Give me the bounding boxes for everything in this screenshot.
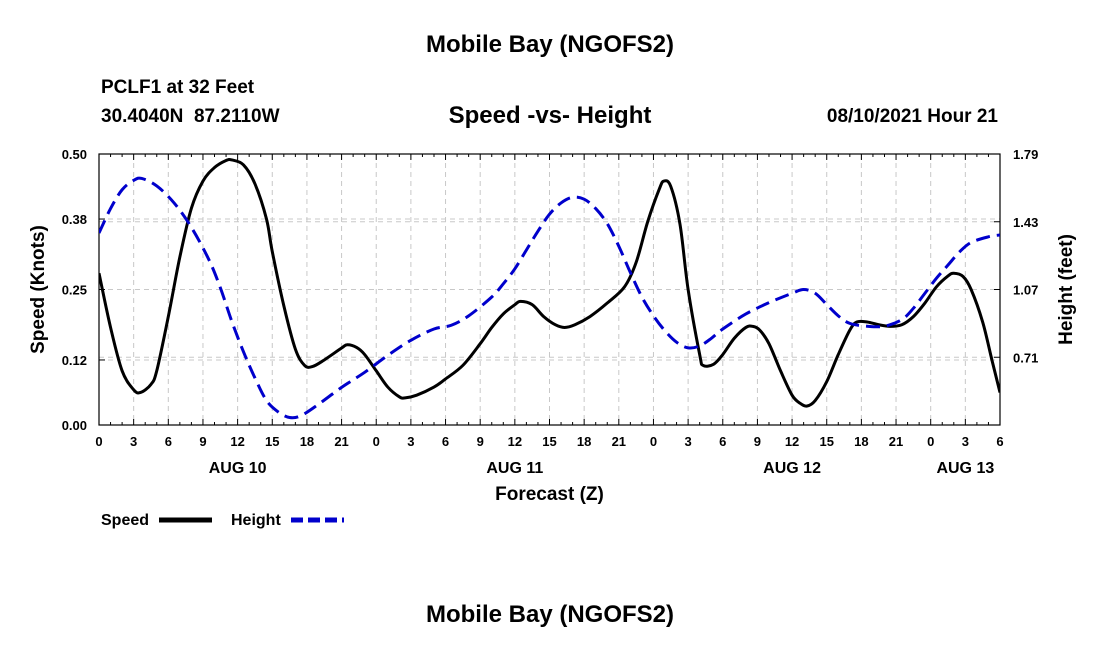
y-tick-label-left: 0.00	[62, 418, 87, 433]
y-tick-label-left: 0.38	[62, 212, 87, 227]
series-height-line	[99, 176, 1000, 420]
station-coordinates: 30.4040N 87.2110W	[101, 106, 280, 127]
station-label: PCLF1 at 32 Feet	[101, 77, 255, 98]
x-tick-label: 3	[407, 434, 414, 449]
chart-title: Speed -vs- Height	[448, 102, 652, 129]
x-tick-label: 3	[684, 434, 691, 449]
y-axis-title-left: Speed (Knots)	[28, 225, 49, 354]
y-tick-label-right: 1.43	[1013, 215, 1038, 230]
x-tick-label: 15	[542, 434, 556, 449]
x-tick-label: 21	[612, 434, 626, 449]
x-tick-label: 21	[889, 434, 903, 449]
x-tick-label: 12	[230, 434, 244, 449]
x-tick-label: 18	[854, 434, 868, 449]
x-tick-label: 9	[754, 434, 761, 449]
date-label: AUG 12	[763, 460, 821, 477]
y-tick-label-left: 0.12	[62, 353, 87, 368]
page-title-top: Mobile Bay (NGOFS2)	[425, 31, 675, 58]
x-tick-label: 12	[508, 434, 522, 449]
y-tick-label-right: 0.71	[1013, 350, 1038, 365]
date-label: AUG 11	[486, 460, 543, 477]
legend-label-height: Height	[231, 512, 281, 529]
x-tick-label: 18	[300, 434, 314, 449]
x-tick-label: 6	[442, 434, 449, 449]
page-title-bottom: Mobile Bay (NGOFS2)	[425, 601, 675, 628]
x-tick-label: 0	[650, 434, 657, 449]
x-tick-label: 0	[373, 434, 380, 449]
x-tick-label: 9	[199, 434, 206, 449]
legend-label-speed: Speed	[101, 512, 149, 529]
x-tick-label: 21	[334, 434, 348, 449]
x-tick-label: 3	[130, 434, 137, 449]
x-tick-label: 3	[962, 434, 969, 449]
x-tick-label: 15	[819, 434, 833, 449]
x-tick-label: 9	[477, 434, 484, 449]
x-tick-label: 6	[719, 434, 726, 449]
x-tick-label: 6	[165, 434, 172, 449]
y-axis-title-right: Height (feet)	[1056, 234, 1077, 345]
x-tick-label: 15	[265, 434, 279, 449]
y-tick-label-right: 1.07	[1013, 283, 1038, 298]
x-tick-label: 0	[95, 434, 102, 449]
speed-height-chart: 0 3 6 9 12 15 18 21 0 3 6 9 12 15 18 21 0 3 6 9 12 15 18 21 0 3 6A…	[28, 147, 1077, 529]
x-tick-label: 0	[927, 434, 934, 449]
x-tick-label: 18	[577, 434, 591, 449]
y-tick-label-left: 0.25	[62, 283, 87, 298]
date-label: AUG 10	[209, 460, 267, 477]
x-tick-label: 6	[996, 434, 1003, 449]
x-axis-title: Forecast (Z)	[495, 484, 604, 505]
y-tick-label-right: 1.79	[1013, 147, 1038, 162]
forecast-datetime: 08/10/2021 Hour 21	[826, 106, 998, 127]
y-tick-label-left: 0.50	[62, 147, 87, 162]
x-tick-label: 12	[785, 434, 799, 449]
date-label: AUG 13	[936, 460, 994, 477]
